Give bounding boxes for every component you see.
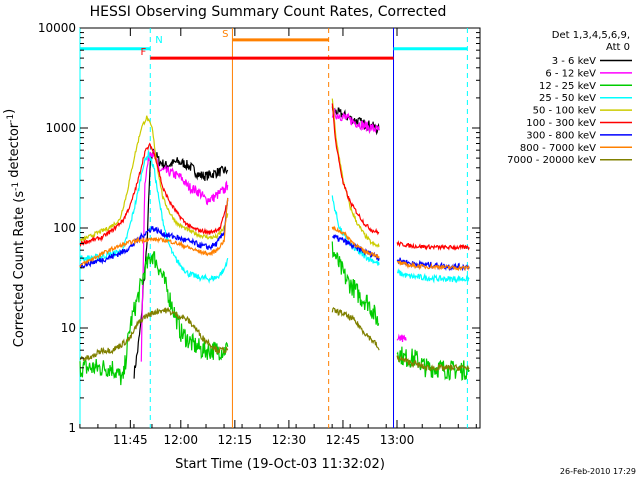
series-line [79, 142, 229, 247]
series-5 [79, 103, 470, 251]
legend-title: Att 0 [606, 42, 630, 53]
series-line [396, 240, 470, 251]
legend-label: 6 - 12 keV [545, 68, 596, 79]
x-tick-label: 11:45 [113, 433, 148, 447]
x-tick-label: 12:00 [163, 433, 198, 447]
legend-title: Det 1,3,4,5,6,9, [552, 30, 630, 41]
series-line [79, 115, 229, 243]
series-line [331, 241, 380, 326]
series-line [332, 233, 380, 261]
legend-label: 300 - 800 keV [526, 130, 596, 141]
plot-area: NF S 11:45 12:00 12:15 12:30 12:45 13:00 1 10 100… [38, 21, 481, 447]
series-7 [79, 197, 470, 272]
series-line [133, 148, 229, 379]
y-tick-label: 10 [61, 321, 76, 335]
series-line [79, 197, 229, 269]
legend-label: 12 - 25 keV [539, 81, 596, 92]
y-tick-label: 1000 [45, 121, 76, 135]
series-line [396, 333, 407, 343]
chart-title: HESSI Observing Summary Count Rates, Cor… [90, 4, 447, 20]
series-line [79, 306, 229, 362]
legend-label: 3 - 6 keV [552, 56, 596, 67]
flag-label: S [222, 29, 228, 40]
series-line [397, 268, 470, 284]
x-tick-label: 12:15 [218, 433, 253, 447]
series-line [331, 306, 380, 351]
flag-label: F [141, 47, 147, 58]
series-line [79, 197, 229, 268]
series-line [79, 150, 229, 284]
series-group [79, 98, 470, 386]
y-axis-label: Corrected Count Rate (s-1 detector-1) [2, 109, 27, 347]
series-line [331, 107, 380, 135]
x-tick-label: 12:45 [326, 433, 361, 447]
series-line [331, 225, 380, 260]
series-line [396, 355, 470, 372]
series-line [396, 259, 470, 272]
series-line [331, 195, 380, 266]
series-3 [79, 150, 470, 284]
y-tick-label: 1 [68, 421, 76, 435]
y-tick-label: 100 [53, 221, 76, 235]
legend-label: 100 - 300 keV [526, 118, 596, 129]
legend-label: 800 - 7000 keV [520, 143, 596, 154]
legend-label: 7000 - 20000 keV [507, 155, 596, 166]
y-tick-label: 10000 [38, 21, 76, 35]
series-8 [79, 306, 470, 372]
series-line [331, 103, 380, 236]
legend-label: 25 - 50 keV [539, 93, 596, 104]
legend-label: 50 - 100 keV [533, 106, 597, 117]
axes: 11:45 12:00 12:15 12:30 12:45 13:00 1 10 100 1000… [38, 21, 480, 447]
x-axis-label: Start Time (19-Oct-03 11:32:02) [175, 457, 385, 472]
flag-label: N [155, 35, 162, 46]
series-line [79, 251, 229, 386]
x-tick-label: 12:30 [272, 433, 307, 447]
flag-bars: NF S [80, 29, 468, 60]
timestamp: 26-Feb-2010 17:29 [560, 467, 636, 476]
x-tick-label: 13:00 [380, 433, 415, 447]
